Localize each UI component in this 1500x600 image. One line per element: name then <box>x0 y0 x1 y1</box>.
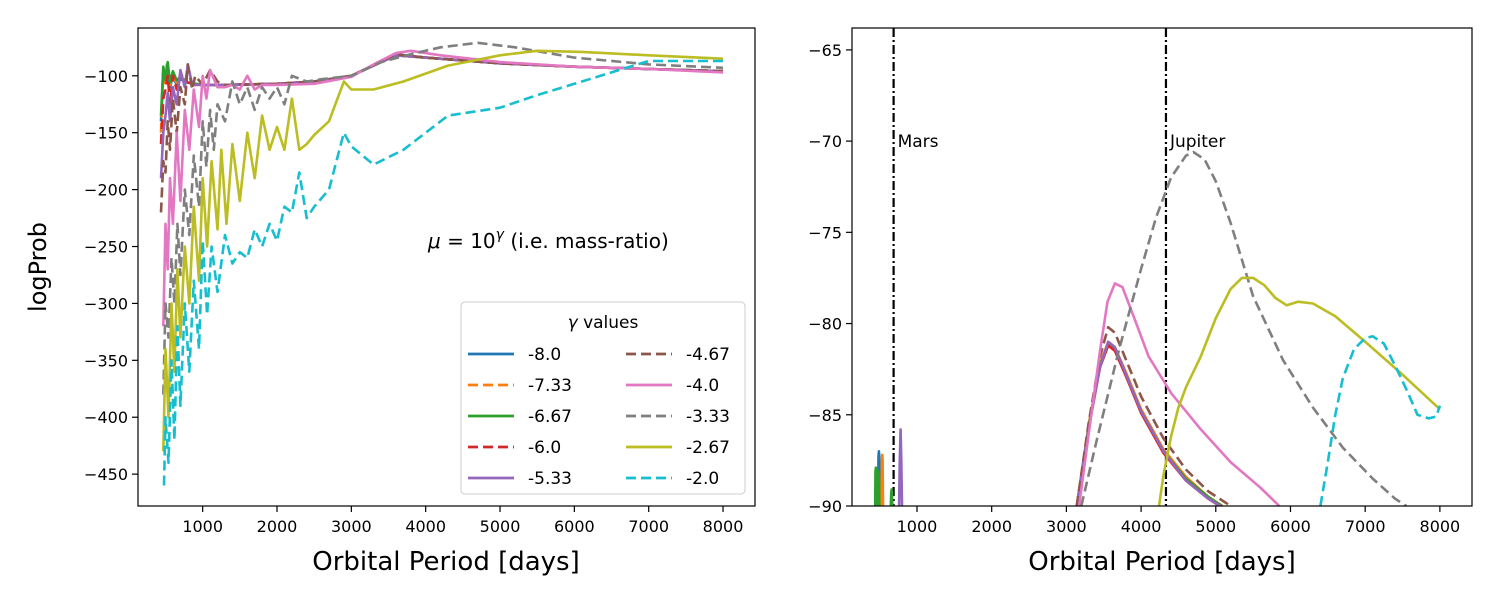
y-tick-label: −250 <box>84 238 128 257</box>
series-line--4_0 <box>162 49 724 327</box>
series-line--2_0 <box>162 59 723 486</box>
legend-label: -6.0 <box>528 438 561 458</box>
right-plot-area: Mars Jupiter <box>873 28 1442 506</box>
legend-entries: -8.0 -7.33 -6.67 -6.0 -5.33 -4.67 -4.0 -3.33 -2.… <box>468 345 730 489</box>
x-tick-label: 1000 <box>897 517 938 536</box>
series-line--4_0 <box>1077 282 1281 506</box>
x-tick-label: 7000 <box>1345 517 1386 536</box>
legend-box <box>460 301 746 495</box>
legend-label: -8.0 <box>528 345 561 365</box>
x-tick-label: 4000 <box>405 517 446 536</box>
left-y-axis-label: logProb <box>24 222 52 312</box>
series-line--6_67 <box>889 488 894 506</box>
y-tick-label: −80 <box>808 315 842 334</box>
left-x-axis-label: Orbital Period [days] <box>312 547 580 577</box>
right-x-ticks: 1000 2000 3000 4000 5000 6000 7000 8000 <box>897 506 1461 536</box>
left-x-ticks: 1000 2000 3000 4000 5000 6000 7000 8000 <box>182 506 743 536</box>
legend: γ values -8.0 -7.33 -6.67 -6.0 -5.33 -4.67 -4.… <box>460 301 746 495</box>
mass-ratio-annotation-text: (i.e. mass-ratio) <box>510 229 668 253</box>
y-tick-label: −75 <box>808 223 842 242</box>
legend-label: -4.67 <box>686 345 730 365</box>
legend-label: -3.33 <box>686 407 730 427</box>
left-chart-panel: 1000 2000 3000 4000 5000 6000 7000 8000 −450 −40… <box>24 27 756 577</box>
reference-label-mars: Mars <box>898 132 939 152</box>
right-chart-panel: Mars Jupiter 1000 2000 3000 4000 5000 6000 7000… <box>808 27 1473 577</box>
y-tick-label: −200 <box>84 181 128 200</box>
y-tick-label: −85 <box>808 406 842 425</box>
legend-label: -4.0 <box>686 376 719 396</box>
mass-ratio-annotation: μ = 10γ (i.e. mass-ratio) <box>427 227 669 253</box>
left-axes-frame <box>137 27 756 507</box>
right-x-axis-label: Orbital Period [days] <box>1028 547 1296 577</box>
x-tick-label: 4000 <box>1121 517 1162 536</box>
y-tick-label: −100 <box>84 67 128 86</box>
series-line--3_33 <box>1080 150 1408 506</box>
y-tick-label: −400 <box>84 408 128 427</box>
legend-label: -7.33 <box>528 376 572 396</box>
x-tick-label: 3000 <box>331 517 372 536</box>
series-line--6_67 <box>876 470 881 506</box>
y-tick-label: −150 <box>84 124 128 143</box>
legend-label: -2.0 <box>686 469 719 489</box>
series-line--2_0 <box>1319 335 1442 506</box>
right-y-ticks: −90 −85 −80 −75 −70 −65 <box>808 41 852 516</box>
x-tick-label: 5000 <box>1195 517 1236 536</box>
series-line--2_67 <box>1157 276 1441 506</box>
x-tick-label: 2000 <box>971 517 1012 536</box>
series-line--2_67 <box>162 49 724 452</box>
x-tick-label: 5000 <box>480 517 521 536</box>
y-tick-label: −90 <box>808 497 842 516</box>
legend-label: -5.33 <box>528 469 572 489</box>
y-tick-label: −450 <box>84 465 128 484</box>
right-axes-frame <box>851 27 1473 507</box>
legend-label: -6.67 <box>528 407 572 427</box>
legend-title: γ values <box>568 313 639 333</box>
left-y-ticks: −450 −400 −350 −300 −250 −200 −150 −100 <box>84 67 138 484</box>
y-tick-label: −70 <box>808 132 842 151</box>
series-line--5_33 <box>897 428 904 506</box>
reference-label-jupiter: Jupiter <box>1169 132 1225 152</box>
series-line--6_67 <box>873 466 878 506</box>
x-tick-label: 8000 <box>1420 517 1461 536</box>
x-tick-label: 7000 <box>628 517 669 536</box>
x-tick-label: 2000 <box>257 517 298 536</box>
series-line--7_33 <box>880 453 885 506</box>
x-tick-label: 3000 <box>1046 517 1087 536</box>
left-plot-area <box>159 41 724 486</box>
x-tick-label: 8000 <box>703 517 744 536</box>
series-line--3_33 <box>162 41 724 395</box>
x-tick-label: 1000 <box>182 517 223 536</box>
x-tick-label: 6000 <box>1270 517 1311 536</box>
x-tick-label: 6000 <box>554 517 595 536</box>
series-line--8_0 <box>159 54 724 122</box>
legend-label: -2.67 <box>686 438 730 458</box>
y-tick-label: −350 <box>84 351 128 370</box>
legend-title-text: values <box>583 313 638 333</box>
y-tick-label: −65 <box>808 41 842 60</box>
y-tick-label: −300 <box>84 294 128 313</box>
